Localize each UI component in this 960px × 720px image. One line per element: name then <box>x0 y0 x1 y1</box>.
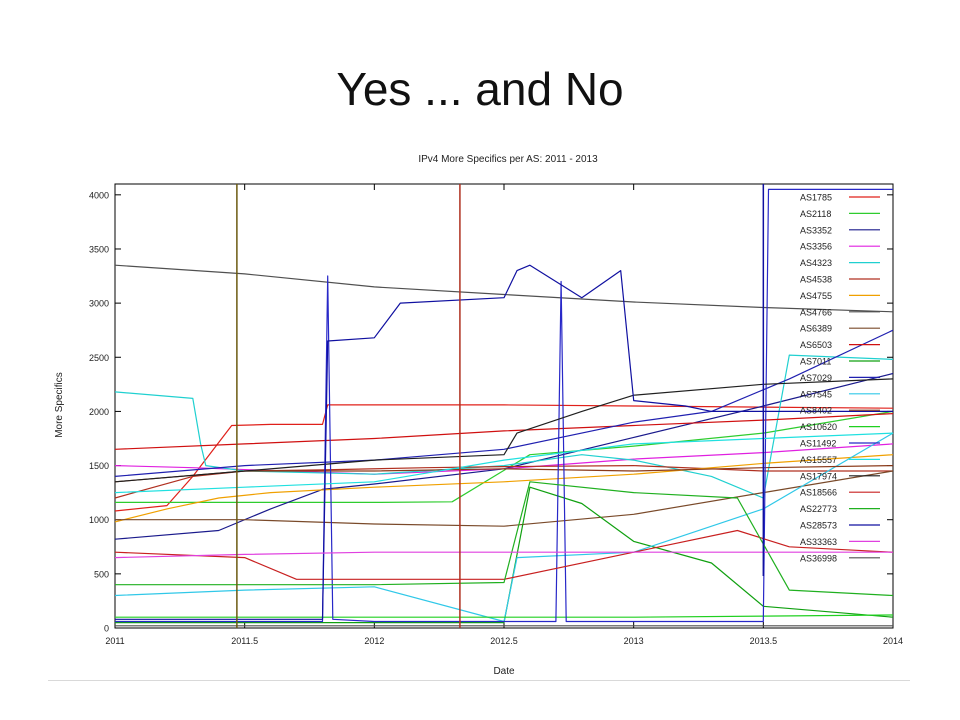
footer-divider <box>48 680 910 681</box>
series-line-as17974 <box>114 378 894 483</box>
legend-label: AS28573 <box>800 521 837 531</box>
legend-label: AS33363 <box>800 537 837 547</box>
series-line-as4323 <box>114 354 894 499</box>
legend-label: AS17974 <box>800 471 837 481</box>
legend-label: AS7011 <box>800 357 831 367</box>
y-tick-label: 0 <box>104 624 109 634</box>
x-tick-label: 2013 <box>624 636 644 646</box>
y-tick-label: 3000 <box>89 299 109 309</box>
plot-area <box>114 183 894 629</box>
legend-label: AS6389 <box>800 324 832 334</box>
x-tick-label: 2013.5 <box>750 636 778 646</box>
series-line-as10620 <box>115 614 894 618</box>
chart-title: IPv4 More Specifics per AS: 2011 - 2013 <box>418 154 598 165</box>
y-axis-label: More Specifics <box>54 372 65 438</box>
series-line-as28573 <box>115 264 893 620</box>
series-line-as4766 <box>114 264 894 313</box>
legend-label: AS4323 <box>800 258 832 268</box>
y-tick-label: 4000 <box>89 190 109 200</box>
legend-label: AS3352 <box>800 225 832 235</box>
y-tick-label: 1000 <box>89 515 109 525</box>
x-tick-label: 2014 <box>883 636 903 646</box>
x-tick-label: 2011 <box>105 636 124 646</box>
legend-label: AS15557 <box>800 455 837 465</box>
legend: AS1785 AS2118 AS3352 AS3356 AS4323 AS4538 AS47… <box>800 193 880 563</box>
legend-label: AS3356 <box>800 242 832 252</box>
y-tick-label: 2500 <box>89 353 109 363</box>
y-tick-label: 3500 <box>89 244 109 254</box>
legend-label: AS2118 <box>800 209 831 219</box>
series-line-as22773 <box>115 481 894 597</box>
legend-label: AS18566 <box>800 488 837 498</box>
series-lines <box>114 184 894 628</box>
x-tick-label: 2012 <box>364 636 384 646</box>
series-line-as7545 <box>114 432 894 623</box>
y-tick-label: 500 <box>94 569 109 579</box>
series-line-as7011 <box>115 486 894 624</box>
legend-label: AS8402 <box>800 406 832 416</box>
legend-label: AS7545 <box>800 389 832 399</box>
series-line-as3352 <box>114 372 894 540</box>
y-tick-label: 2000 <box>89 407 109 417</box>
series-line-as6389 <box>115 470 894 527</box>
legend-label: AS6503 <box>800 340 832 350</box>
legend-label: AS1785 <box>800 193 832 203</box>
series-line-as4755 <box>114 454 894 523</box>
x-tick-label: 2011.5 <box>231 636 258 646</box>
legend-label: AS36998 <box>800 553 837 563</box>
legend-label: AS11492 <box>800 439 836 449</box>
series-line-as8402 <box>114 465 894 483</box>
legend-label: AS4538 <box>800 275 832 285</box>
legend-label: AS4755 <box>800 291 832 301</box>
y-tick-label: 1500 <box>89 461 109 471</box>
legend-label: AS4766 <box>800 307 832 317</box>
series-line-as18566 <box>114 529 894 580</box>
x-axis-label: Date <box>493 666 515 677</box>
legend-label: AS10620 <box>800 422 837 432</box>
legend-label: AS22773 <box>800 504 837 514</box>
x-tick-label: 2012.5 <box>490 636 518 646</box>
series-line-as1785 <box>114 404 894 512</box>
slide-title: Yes ... and No <box>336 63 624 115</box>
axis-ticks: 0 500 1000 1500 2000 2500 3000 3500 4000 2011 2011… <box>89 184 903 646</box>
legend-label: AS7029 <box>800 373 832 383</box>
series-line-as11492 <box>115 188 893 623</box>
